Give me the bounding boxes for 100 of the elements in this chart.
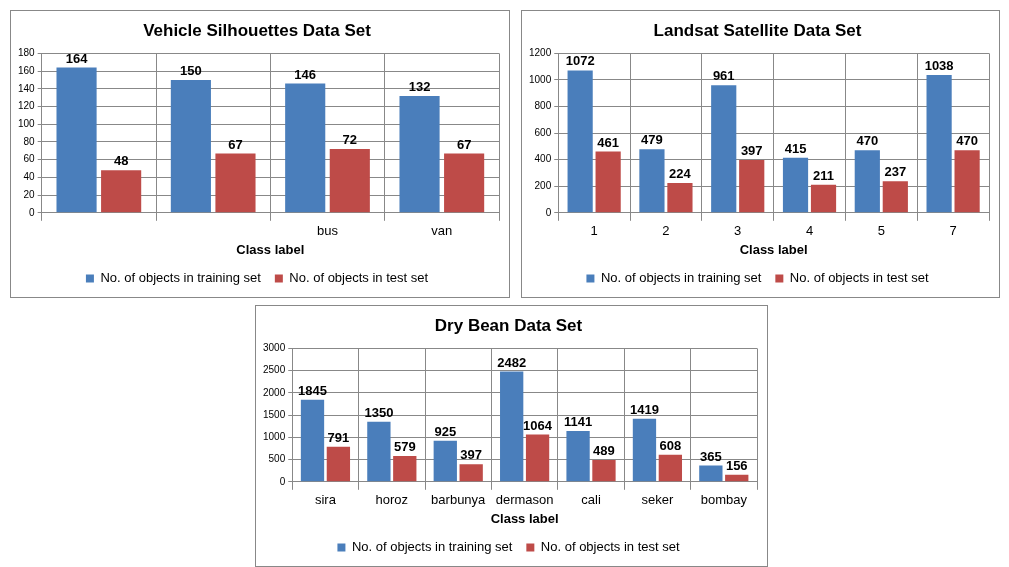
data-label: 925: [434, 423, 457, 439]
data-label: 365: [700, 448, 722, 464]
x-tick-label: horoz: [375, 492, 409, 508]
bar: [101, 170, 142, 213]
bar: [854, 150, 880, 213]
data-label: 224: [669, 166, 692, 182]
data-label: 48: [113, 153, 129, 169]
x-tick-label: van: [431, 223, 453, 239]
y-tick-label: 2000: [263, 386, 286, 398]
y-tick-label: 0: [29, 206, 36, 218]
x-tick-label: 7: [949, 223, 957, 239]
data-label: 211: [813, 167, 835, 183]
bar: [367, 421, 391, 482]
data-label: 791: [327, 429, 350, 445]
bar: [56, 67, 97, 213]
data-label: 1064: [523, 417, 553, 433]
x-tick-label: bombay: [700, 492, 748, 508]
bar: [525, 434, 550, 482]
data-label: 961: [712, 68, 735, 84]
x-tick-label: sira: [314, 492, 337, 508]
data-label: 397: [740, 143, 763, 159]
data-label: 489: [593, 443, 615, 459]
bar: [711, 85, 737, 213]
bar: [285, 83, 326, 213]
legend-label: No. of objects in test set: [289, 270, 429, 286]
legend-label: No. of objects in training set: [600, 270, 762, 286]
bar: [592, 460, 616, 482]
y-tick-label: 1000: [263, 431, 286, 443]
chart-title: Vehicle Silhouettes Data Set: [143, 20, 372, 40]
y-tick-label: 1500: [263, 408, 286, 420]
data-label: 2482: [497, 354, 527, 370]
x-tick-label: 2: [662, 223, 670, 239]
data-label: 150: [180, 63, 202, 79]
data-label: 608: [659, 437, 682, 453]
bar: [882, 181, 908, 213]
bar: [300, 399, 325, 482]
bar: [725, 474, 749, 482]
x-axis-title: Class label: [739, 241, 808, 257]
data-label: 146: [294, 66, 317, 82]
bar: [170, 79, 211, 213]
y-tick-label: 80: [23, 135, 36, 147]
bar: [459, 464, 483, 482]
x-tick-label: 3: [734, 223, 742, 239]
y-tick-label: 160: [18, 64, 36, 76]
y-tick-label: 400: [534, 153, 552, 165]
data-label: 237: [884, 164, 907, 180]
bar: [326, 446, 351, 482]
y-tick-label: 0: [545, 206, 552, 218]
data-label: 1845: [298, 382, 327, 398]
x-tick-label: bus: [317, 223, 339, 239]
legend-label: No. of objects in training set: [100, 270, 262, 286]
data-label: 470: [956, 133, 978, 149]
y-tick-label: 2500: [263, 364, 286, 376]
bar: [393, 456, 417, 482]
data-label: 72: [342, 132, 358, 148]
bar: [567, 70, 593, 213]
data-label: 1141: [563, 414, 593, 430]
data-label: 67: [228, 136, 243, 152]
x-tick-label: dermason: [495, 492, 554, 508]
legend-label: No. of objects in test set: [789, 270, 929, 286]
chart-title: Dry Bean Data Set: [434, 315, 583, 335]
data-label: 415: [784, 140, 807, 156]
bar: [667, 183, 693, 213]
y-tick-label: 40: [23, 171, 36, 183]
data-label: 470: [856, 133, 879, 149]
x-tick-label: barbunya: [431, 492, 487, 508]
data-label: 164: [65, 50, 89, 66]
bar: [399, 95, 440, 213]
y-tick-label: 3000: [263, 342, 286, 354]
bar: [658, 454, 683, 482]
data-label: 132: [408, 78, 431, 94]
bar: [215, 153, 256, 213]
y-tick-label: 100: [18, 117, 36, 129]
y-tick-label: 600: [534, 126, 552, 138]
y-tick-label: 500: [268, 453, 286, 465]
bar: [926, 74, 952, 213]
bar: [810, 184, 837, 213]
x-tick-label: cali: [581, 492, 601, 508]
legend-label: No. of objects in test set: [540, 539, 680, 555]
y-tick-label: 180: [18, 47, 36, 59]
data-label: 461: [597, 134, 619, 150]
data-label: 1038: [924, 58, 954, 73]
y-tick-label: 800: [534, 100, 552, 112]
y-tick-label: 120: [18, 100, 36, 112]
x-tick-label: 4: [805, 223, 814, 239]
y-tick-label: 200: [534, 179, 552, 191]
data-label: 479: [641, 132, 663, 148]
y-tick-label: 60: [23, 153, 36, 165]
y-tick-label: 20: [23, 188, 36, 200]
data-label: 67: [456, 136, 472, 152]
x-tick-label: 1: [590, 223, 598, 239]
data-label: 1072: [565, 53, 595, 69]
data-label: 1419: [630, 401, 659, 417]
y-tick-label: 1200: [529, 47, 552, 59]
y-tick-label: 0: [279, 475, 286, 487]
chart-title: Landsat Satellite Data Set: [653, 20, 862, 40]
x-axis-title: Class label: [236, 241, 305, 257]
bar: [500, 371, 524, 482]
y-tick-label: 140: [18, 82, 36, 94]
bar: [639, 149, 665, 213]
